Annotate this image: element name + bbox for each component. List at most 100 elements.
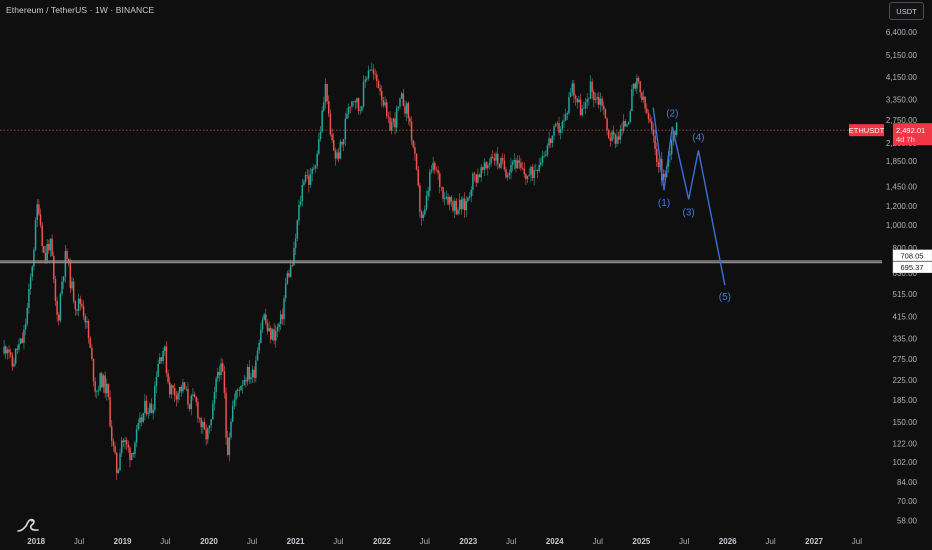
candle-body [626,124,628,127]
x-tick-label: 2026 [719,537,737,546]
candle-body [241,384,244,386]
candle-body [432,162,434,170]
candle-body [185,389,188,390]
candle-body [339,141,342,159]
candle-body [629,111,632,122]
candle-body [283,298,285,320]
candle-body [354,101,357,103]
candle-body [246,366,249,382]
candle-body [190,395,193,410]
candle-body [124,440,126,443]
candle-body [44,252,47,261]
candle-body [452,201,454,211]
candle-body [129,447,131,461]
x-tick-label: Jul [247,537,257,546]
candle-body [337,152,340,159]
candle-body [294,238,297,248]
candle-body [342,139,345,145]
tradingview-logo-icon[interactable] [16,514,42,534]
price-axis: 6,400.00 5,150.00 4,150.00 3,350.00 2,750.00… [886,28,918,525]
candle-body [616,136,618,144]
candle-body [130,453,133,461]
candle-body [59,293,62,321]
wave-path [652,107,726,286]
candle-body [435,169,438,171]
candle-body [155,376,158,386]
candle-body [460,199,463,210]
candle-body [139,417,141,424]
candle-body [420,211,423,219]
x-tick-label: Jul [852,537,862,546]
candle-body [336,152,338,159]
candle-body [57,314,60,321]
candle-body [642,96,645,100]
candle-body [208,425,211,428]
symbol-tag-bg [849,124,884,137]
candle-body [551,135,554,144]
candle-body [91,347,93,359]
candle-body [563,120,565,122]
candle-body [152,409,154,414]
candle-body [362,81,365,107]
candle-body [115,452,118,474]
level-tag-0: 708.05 [901,251,924,260]
candle-body [493,158,496,161]
candle-body [270,327,272,340]
candle-body [533,170,535,179]
candle-body [122,440,125,443]
candle-body [526,175,529,180]
candle-body [462,198,464,210]
candle-body [472,173,474,190]
x-tick-label: 2027 [805,537,823,546]
candle-body [195,397,197,402]
candle-body [125,440,128,445]
y-tick-label: 1,200.00 [886,202,918,211]
candle-body [515,160,517,169]
last-price-value: 2,492.01 [896,126,925,135]
candle-body [634,83,636,89]
candle-body [150,403,153,414]
candle-body [84,316,86,323]
wave-label-4: (4) [692,132,704,143]
candle-body [417,169,419,186]
candle-body [467,197,469,202]
y-tick-label: 70.00 [897,497,918,506]
candle-body [584,102,587,109]
candle-body [147,412,149,415]
y-tick-label: 58.00 [897,517,918,526]
candle-body [523,168,525,175]
candle-body [510,165,512,173]
candle-body [221,363,224,372]
candle-body [569,92,572,98]
candle-body [588,98,590,100]
candle-body [407,103,410,119]
candle-body [109,397,111,427]
candle-body [14,348,17,364]
candle-body [611,131,613,141]
candle-body [614,134,617,144]
candle-body [622,120,625,131]
x-tick-label: 2023 [459,537,477,546]
candle-body [236,389,239,391]
currency-button[interactable]: USDT [889,2,924,20]
candle-body [238,389,241,391]
x-tick-label: Jul [679,537,689,546]
candle-body [67,258,70,261]
x-tick-label: Jul [765,537,775,546]
candle-body [82,306,85,317]
candle-body [619,129,622,140]
candle-body [639,81,641,93]
y-tick-label: 1,850.00 [886,157,918,166]
candle-body [548,138,550,146]
candle-body [414,147,416,154]
candle-body [260,329,262,343]
candle-body [220,363,222,376]
y-tick-label: 1,450.00 [886,182,918,191]
candle-body [372,69,375,74]
candle-body [102,375,105,388]
candle-body [205,429,207,440]
candle-body [303,181,305,186]
price-tag-bg [893,123,932,146]
candle-body [245,380,247,382]
